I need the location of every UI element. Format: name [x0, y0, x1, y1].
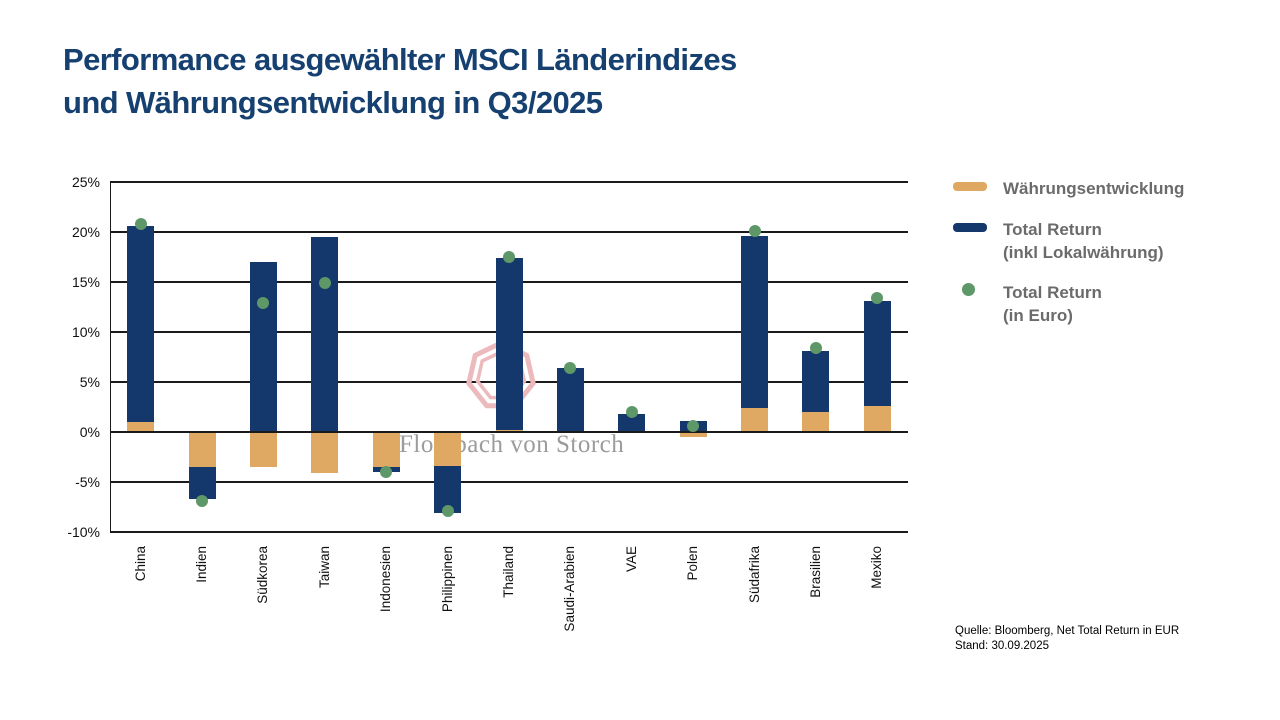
dot-total-euro [196, 495, 209, 507]
legend-item-total-local: Total Return (inkl Lokalwährung) [953, 218, 1164, 264]
x-axis-label: Philippinen [439, 546, 455, 613]
legend-label-total-euro: Total Return (in Euro) [1003, 283, 1102, 325]
x-axis-label: Saudi-Arabien [562, 546, 578, 632]
bar-segment-currency [127, 422, 155, 432]
title-line2: und Währungsentwicklung in Q3/2025 [63, 85, 603, 120]
legend-label-total-local: Total Return (inkl Lokalwährung) [1003, 220, 1164, 262]
bar-segment-currency [434, 432, 462, 466]
x-axis-label: Taiwan [316, 546, 332, 589]
bar-segment-currency [495, 430, 523, 432]
bar-segment-total-local [188, 467, 216, 499]
legend-swatch-currency [953, 182, 987, 191]
dot-total-euro [625, 406, 638, 418]
bar-segment-currency [372, 432, 400, 467]
gridline [110, 181, 908, 183]
bar-segment-currency [311, 432, 339, 473]
y-axis-label: 25% [71, 174, 100, 190]
bar-segment-total-local [311, 237, 339, 432]
bar-segment-total-local [802, 351, 830, 412]
legend-item-currency: Währungsentwicklung [953, 177, 1184, 200]
dot-total-euro [257, 297, 270, 309]
bar-segment-total-local [556, 368, 584, 432]
y-axis-label: -5% [75, 474, 100, 490]
dot-total-euro [871, 292, 884, 304]
x-axis-label: Brasilien [807, 546, 823, 598]
x-axis-label: Indien [194, 546, 210, 583]
bar-segment-currency [188, 432, 216, 467]
bar-segment-total-local [741, 236, 769, 408]
page-title: Performance ausgewählter MSCI Länderindi… [63, 38, 737, 124]
gridline [110, 531, 908, 533]
bar-segment-total-local [618, 414, 646, 432]
x-axis-label: Polen [685, 546, 701, 581]
dot-total-euro [748, 225, 761, 237]
x-axis-label: China [132, 546, 148, 582]
source-line1: Quelle: Bloomberg, Net Total Return in E… [955, 625, 1180, 637]
y-axis-label: 10% [71, 324, 100, 340]
bar-segment-total-local [127, 226, 155, 422]
dot-total-euro [687, 420, 700, 432]
legend-item-total-euro: Total Return (in Euro) [953, 281, 1102, 327]
y-axis-label: 0% [79, 424, 100, 440]
source-note: Quelle: Bloomberg, Net Total Return in E… [955, 624, 1179, 654]
dot-total-euro [441, 505, 454, 517]
y-axis-line [110, 181, 112, 533]
gridline [110, 481, 908, 483]
bar-segment-currency [249, 432, 277, 467]
bar-segment-currency [741, 408, 769, 432]
gridline [110, 431, 908, 433]
dot-total-euro [503, 251, 515, 263]
y-axis-label: -10% [67, 524, 100, 540]
y-axis-label: 5% [79, 374, 100, 390]
x-axis-label: Südkorea [255, 546, 271, 604]
dot-total-euro [380, 466, 393, 478]
legend-dot-total-euro [962, 283, 975, 296]
y-axis-label: 15% [71, 274, 100, 290]
dot-total-euro [564, 362, 577, 374]
dot-total-euro [134, 218, 147, 230]
x-axis-label: Indonesien [378, 546, 394, 613]
y-axis-label: 20% [71, 224, 100, 240]
title-line1: Performance ausgewählter MSCI Länderindi… [63, 42, 737, 77]
dot-total-euro [318, 277, 331, 289]
legend-label-currency: Währungsentwicklung [1003, 179, 1185, 198]
legend-swatch-total-local [953, 223, 987, 232]
x-axis-label: Südafrika [746, 546, 762, 604]
bar-segment-total-local [249, 262, 277, 432]
dot-total-euro [809, 342, 822, 354]
watermark-text: Flossbach von Storch [399, 431, 625, 458]
bar-segment-currency [802, 412, 830, 432]
bar-segment-currency [679, 432, 707, 437]
bar-segment-total-local [495, 258, 523, 430]
bar-segment-total-local [863, 301, 891, 406]
x-axis-label: Thailand [501, 546, 516, 598]
gridline [110, 231, 908, 233]
bar-segment-currency [863, 406, 891, 432]
source-line2: Stand: 30.09.2025 [955, 640, 1049, 652]
x-axis-label: Mexiko [869, 546, 885, 589]
x-axis-label: VAE [623, 546, 639, 573]
